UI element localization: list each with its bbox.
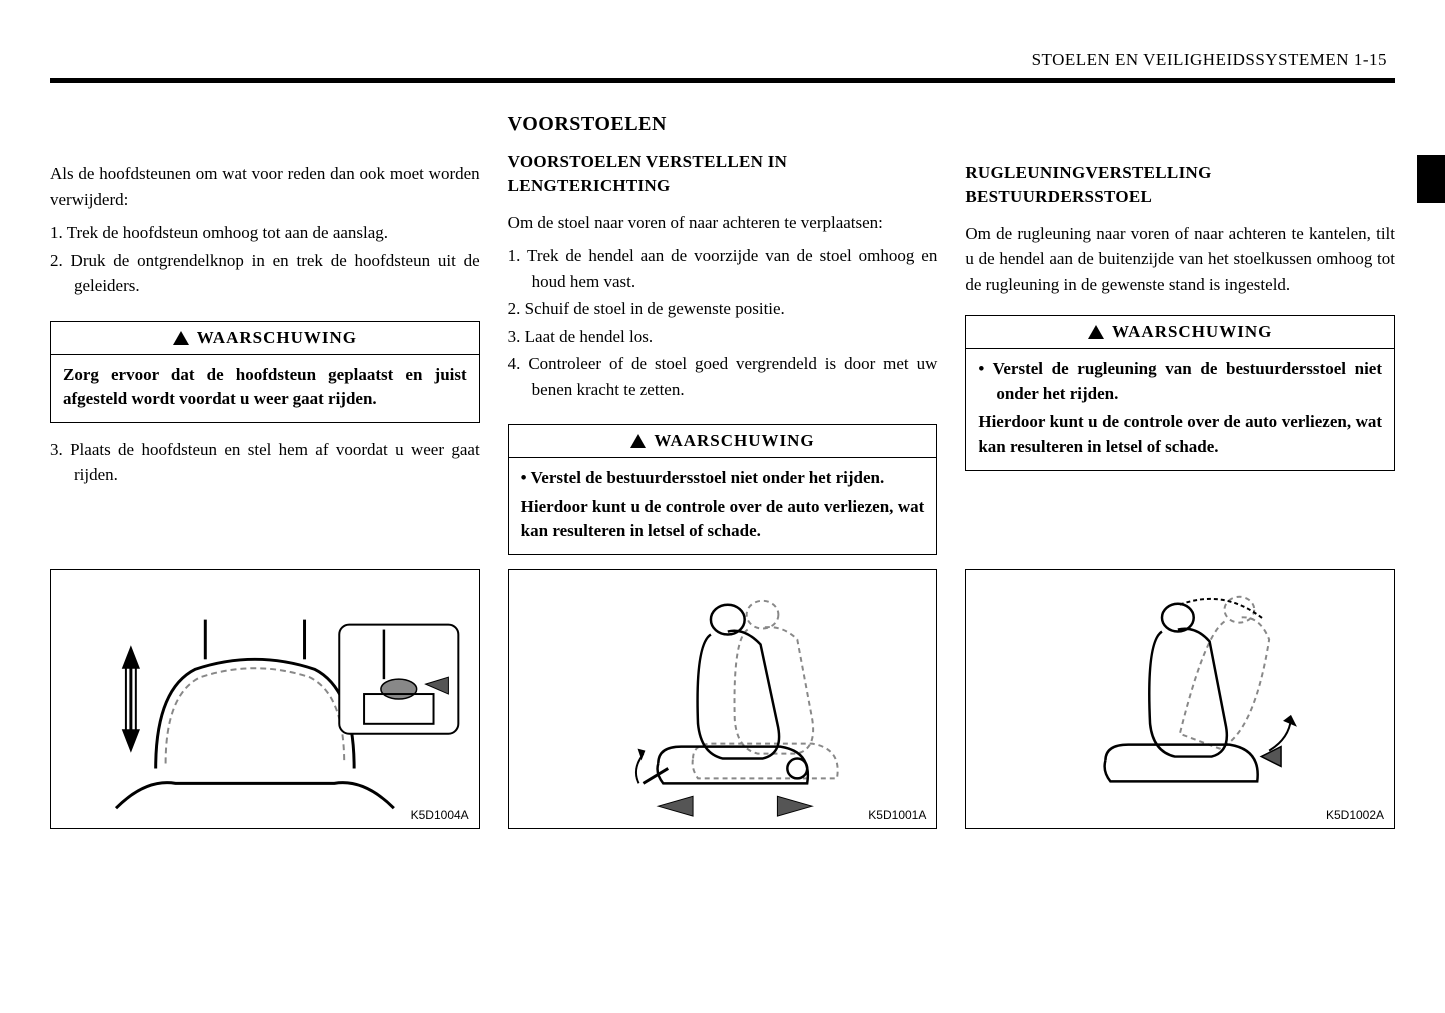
- col3-intro: Om de rugleuning naar voren of naar acht…: [965, 221, 1395, 298]
- col1-intro: Als de hoofdsteunen om wat voor reden da…: [50, 161, 480, 212]
- col2-warning-box: WAARSCHUWING Verstel de bestuurdersstoel…: [508, 424, 938, 555]
- warning-triangle-icon: [173, 331, 189, 345]
- col3-warning-followup: Hierdoor kunt u de controle over de auto…: [978, 410, 1382, 459]
- column-3: RUGLEUNINGVERSTELLING BESTUURDERSSTOEL O…: [965, 113, 1395, 829]
- col1-step1: 1. Trek de hoofdsteun omhoog tot aan de …: [50, 220, 480, 246]
- col3-figure-label: K5D1002A: [1326, 808, 1384, 822]
- col3-warning-header: WAARSCHUWING: [966, 316, 1394, 349]
- col1-warning-box: WAARSCHUWING Zorg ervoor dat de hoofdste…: [50, 321, 480, 423]
- col2-subsection-title: VOORSTOELEN VERSTELLEN IN LENGTERICHTING: [508, 150, 938, 198]
- col2-section-title: VOORSTOELEN: [508, 113, 938, 136]
- col2-step1: 1. Trek de hendel aan de voorzijde van d…: [508, 243, 938, 294]
- col3-warning-bullet: Verstel de rugleuning van de bestuurders…: [978, 357, 1382, 406]
- col1-steps-continued: 3. Plaats de hoofdsteun en stel hem af v…: [50, 437, 480, 490]
- seat-recline-diagram-icon: [966, 570, 1394, 828]
- col2-step2: 2. Schuif de stoel in de gewenste positi…: [508, 296, 938, 322]
- content-columns: Als de hoofdsteunen om wat voor reden da…: [50, 113, 1395, 829]
- headrest-diagram-icon: [51, 570, 479, 828]
- col1-warning-text: Zorg ervoor dat de hoofdsteun geplaatst …: [63, 365, 467, 409]
- warning-triangle-icon: [1088, 325, 1104, 339]
- column-1: Als de hoofdsteunen om wat voor reden da…: [50, 113, 480, 829]
- col2-warning-label: WAARSCHUWING: [654, 431, 814, 451]
- col2-warning-body: Verstel de bestuurdersstoel niet onder h…: [509, 458, 937, 554]
- col2-figure-label: K5D1001A: [868, 808, 926, 822]
- col2-figure: K5D1001A: [508, 569, 938, 829]
- page-tab-marker: [1417, 155, 1445, 203]
- col1-figure-label: K5D1004A: [411, 808, 469, 822]
- col2-step3: 3. Laat de hendel los.: [508, 324, 938, 350]
- col2-warning-followup: Hierdoor kunt u de controle over de auto…: [521, 495, 925, 544]
- col3-subsection-title: RUGLEUNINGVERSTELLING BESTUURDERSSTOEL: [965, 161, 1395, 209]
- page-header: STOELEN EN VEILIGHEIDSSYSTEMEN 1-15: [50, 50, 1395, 70]
- header-rule: [50, 78, 1395, 83]
- col3-figure: K5D1002A: [965, 569, 1395, 829]
- col2-intro: Om de stoel naar voren of naar achteren …: [508, 210, 938, 236]
- col2-warning-bullet: Verstel de bestuurdersstoel niet onder h…: [521, 466, 925, 491]
- col3-warning-label: WAARSCHUWING: [1112, 322, 1272, 342]
- col3-warning-body: Verstel de rugleuning van de bestuurders…: [966, 349, 1394, 470]
- column-2: VOORSTOELEN VOORSTOELEN VERSTELLEN IN LE…: [508, 113, 938, 829]
- col1-steps: 1. Trek de hoofdsteun omhoog tot aan de …: [50, 220, 480, 301]
- col2-step4: 4. Controleer of de stoel goed vergrende…: [508, 351, 938, 402]
- col1-warning-label: WAARSCHUWING: [197, 328, 357, 348]
- col1-warning-header: WAARSCHUWING: [51, 322, 479, 355]
- col1-warning-body: Zorg ervoor dat de hoofdsteun geplaatst …: [51, 355, 479, 422]
- col2-steps: 1. Trek de hendel aan de voorzijde van d…: [508, 243, 938, 404]
- col1-figure: K5D1004A: [50, 569, 480, 829]
- col1-step2: 2. Druk de ontgrendelknop in en trek de …: [50, 248, 480, 299]
- col1-step3: 3. Plaats de hoofdsteun en stel hem af v…: [50, 437, 480, 488]
- col3-warning-box: WAARSCHUWING Verstel de rugleuning van d…: [965, 315, 1395, 471]
- warning-triangle-icon: [630, 434, 646, 448]
- col2-warning-header: WAARSCHUWING: [509, 425, 937, 458]
- seat-slide-diagram-icon: [509, 570, 937, 828]
